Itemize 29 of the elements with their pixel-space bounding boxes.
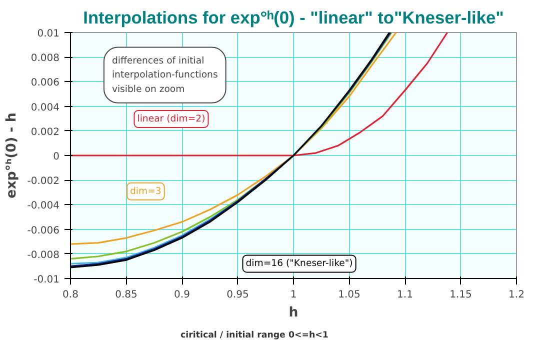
line-series xyxy=(70,32,448,156)
text: ciritical / initial range 0<=h<1 xyxy=(180,330,328,340)
y-axis-title: exp°ʰ(0) - h xyxy=(4,112,20,198)
x-tick-label: 0.85 xyxy=(115,290,138,300)
y-tick-label: 0 xyxy=(53,152,60,162)
x-tick-label: 1.1 xyxy=(397,290,413,300)
y-tick-label: 0.002 xyxy=(30,126,60,138)
y-tick-label: -0.002 xyxy=(27,176,60,188)
text: dim=3 xyxy=(130,186,162,197)
y-tick-label: 0.008 xyxy=(30,53,60,64)
x-tick-label: 0.8 xyxy=(62,290,78,300)
y-tick-label: -0.01 xyxy=(34,274,60,286)
annotation: differences of initial interpolation-functions visible on zoom xyxy=(112,55,218,95)
x-tick-label: 1.05 xyxy=(338,290,360,300)
y-tick-label: 0.004 xyxy=(30,102,60,114)
y-tick-label: -0.004 xyxy=(27,200,60,212)
y-tick-label: -0.006 xyxy=(27,225,60,236)
y-tick-label: 0.01 xyxy=(37,28,60,40)
y-tick-label: 0.006 xyxy=(30,78,60,89)
x-tick-label: 1.15 xyxy=(450,290,472,300)
chart-title: Interpolations for exp°ʰ(0) - "linear" to"Kneser-like" xyxy=(83,8,504,28)
x-tick-label: 0.95 xyxy=(226,290,249,300)
y-tick-label: -0.008 xyxy=(27,250,60,261)
x-axis-title: h xyxy=(288,306,298,320)
text: linear (dim=2) xyxy=(137,114,206,124)
x-tick-label: 1.2 xyxy=(508,290,524,300)
text: dim=16 ("Kneser-like") xyxy=(246,258,353,270)
x-tick-label: 1 xyxy=(290,290,297,300)
x-tick-label: 0.9 xyxy=(174,290,190,300)
